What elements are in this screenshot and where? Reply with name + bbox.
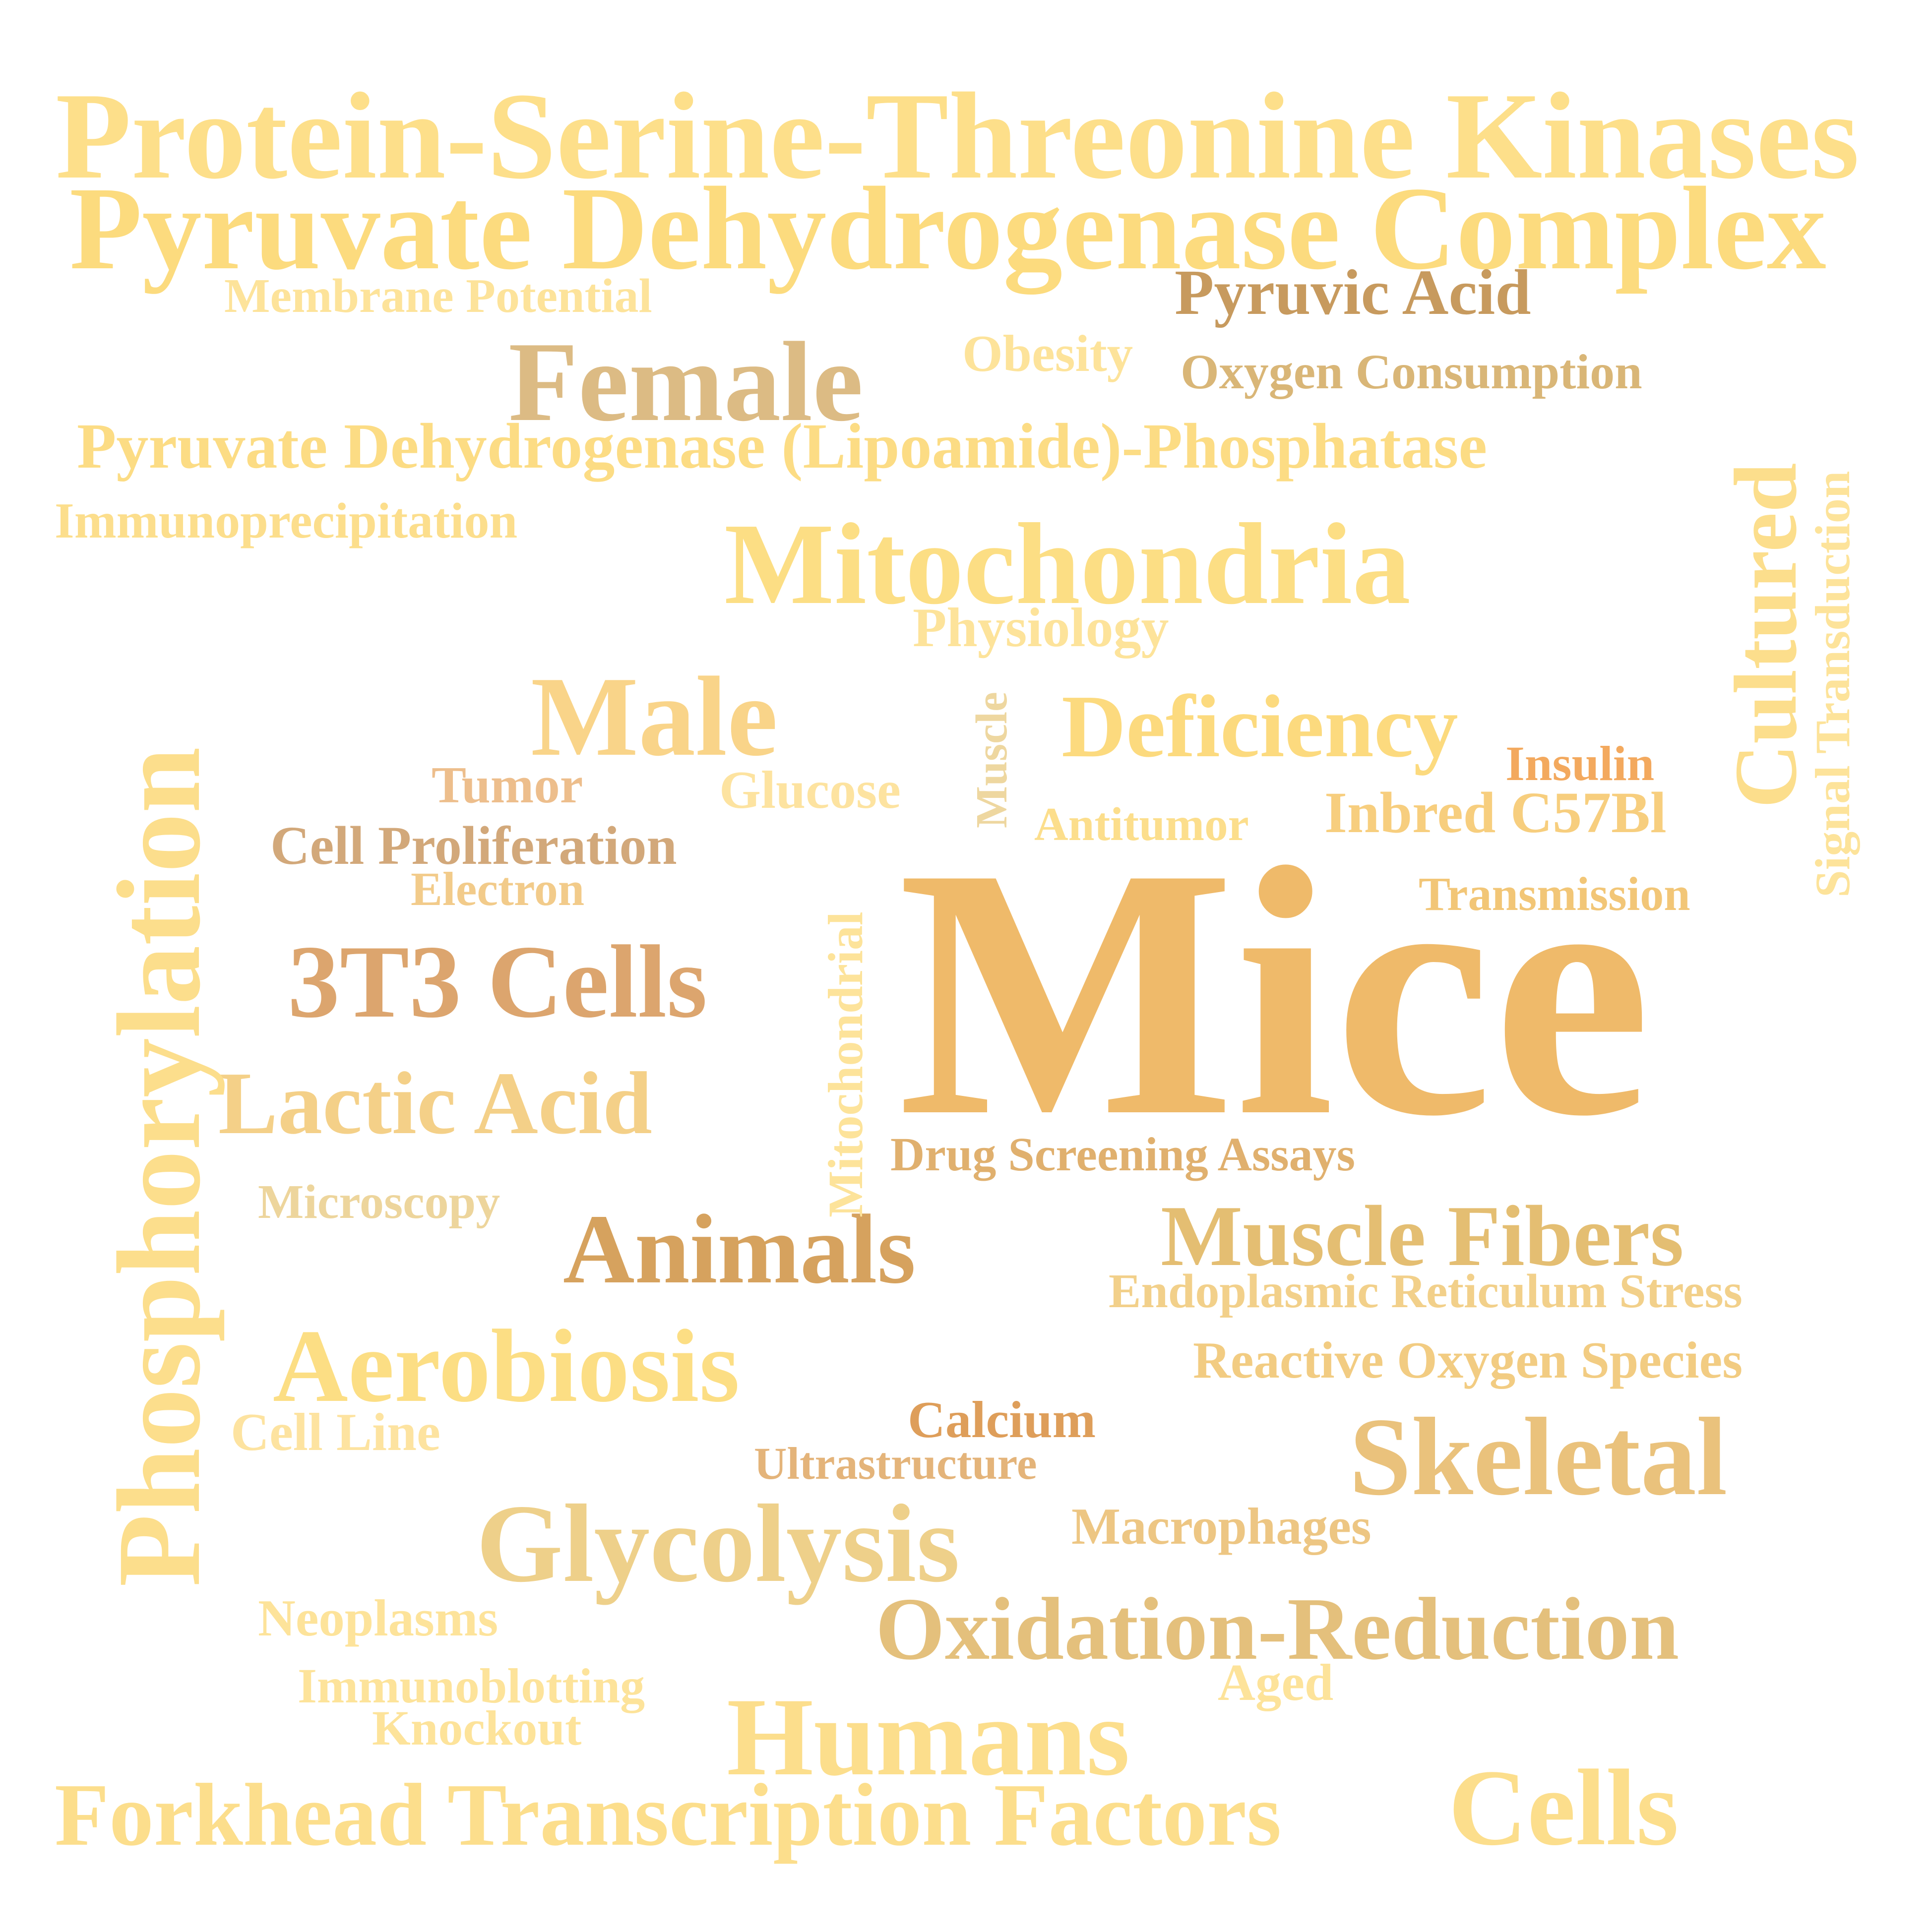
word: Glycolysis	[476, 1481, 960, 1605]
word: Obesity	[962, 324, 1133, 382]
word: Cells	[1448, 1747, 1679, 1868]
word: Oxidation-Reduction	[875, 1579, 1680, 1678]
word: Skeletal	[1349, 1394, 1728, 1518]
word: Signal Transduction	[1805, 471, 1860, 898]
word: Phosphorylation	[93, 747, 225, 1587]
word: Immunoprecipitation	[55, 493, 518, 549]
word: Calcium	[908, 1390, 1096, 1449]
word: Electron	[411, 862, 585, 915]
word: Knockout	[372, 1700, 582, 1755]
word: Lactic Acid	[218, 1054, 652, 1152]
word: Physiology	[913, 597, 1169, 659]
word: Forkhead Transcription Factors	[55, 1765, 1282, 1864]
word: Ultrastructure	[754, 1438, 1037, 1489]
word: Endoplasmic Reticulum Stress	[1109, 1265, 1743, 1318]
word: Cell Line	[231, 1403, 440, 1462]
word: Oxygen Consumption	[1181, 344, 1642, 399]
word: 3T3 Cells	[288, 924, 707, 1039]
word: Glucose	[719, 761, 901, 820]
word: Protein-Serine-Threonine Kinases	[56, 67, 1860, 205]
word: Humans	[727, 1675, 1130, 1799]
word: Microscopy	[258, 1175, 500, 1229]
word: Muscle	[967, 692, 1016, 828]
word: Pyruvate Dehydrogenase Complex	[69, 162, 1826, 294]
word: Cultured	[1716, 463, 1815, 808]
word: Inbred C57Bl	[1324, 780, 1667, 845]
word: Aged	[1218, 1653, 1334, 1711]
word: Muscle Fibers	[1161, 1188, 1684, 1284]
word: Transmission	[1419, 867, 1690, 920]
word: Female	[508, 318, 864, 445]
word: Mitochondrial	[818, 911, 873, 1217]
word: Animals	[563, 1195, 916, 1304]
word: Drug Screening Assays	[890, 1128, 1355, 1181]
word: Macrophages	[1071, 1497, 1371, 1555]
word: Mice	[898, 794, 1651, 1190]
word: Antitumor	[1034, 798, 1249, 850]
word: Pyruvic Acid	[1175, 257, 1531, 328]
word: Reactive Oxygen Species	[1193, 1331, 1743, 1389]
word: Deficiency	[1061, 677, 1458, 776]
word: Mitochondria	[724, 499, 1411, 628]
word: Membrane Potential	[224, 269, 652, 323]
word: Insulin	[1505, 736, 1655, 791]
word: Tumor	[432, 756, 583, 814]
word: Neoplasms	[258, 1589, 499, 1647]
word: Aerobiosis	[273, 1309, 740, 1424]
word: Pyruvate Dehydrogenase (Lipoamide)-Phosp…	[77, 411, 1488, 482]
word: Cell Proliferation	[270, 815, 677, 876]
word: Immunoblotting	[298, 1658, 645, 1713]
word: Male	[531, 653, 778, 780]
